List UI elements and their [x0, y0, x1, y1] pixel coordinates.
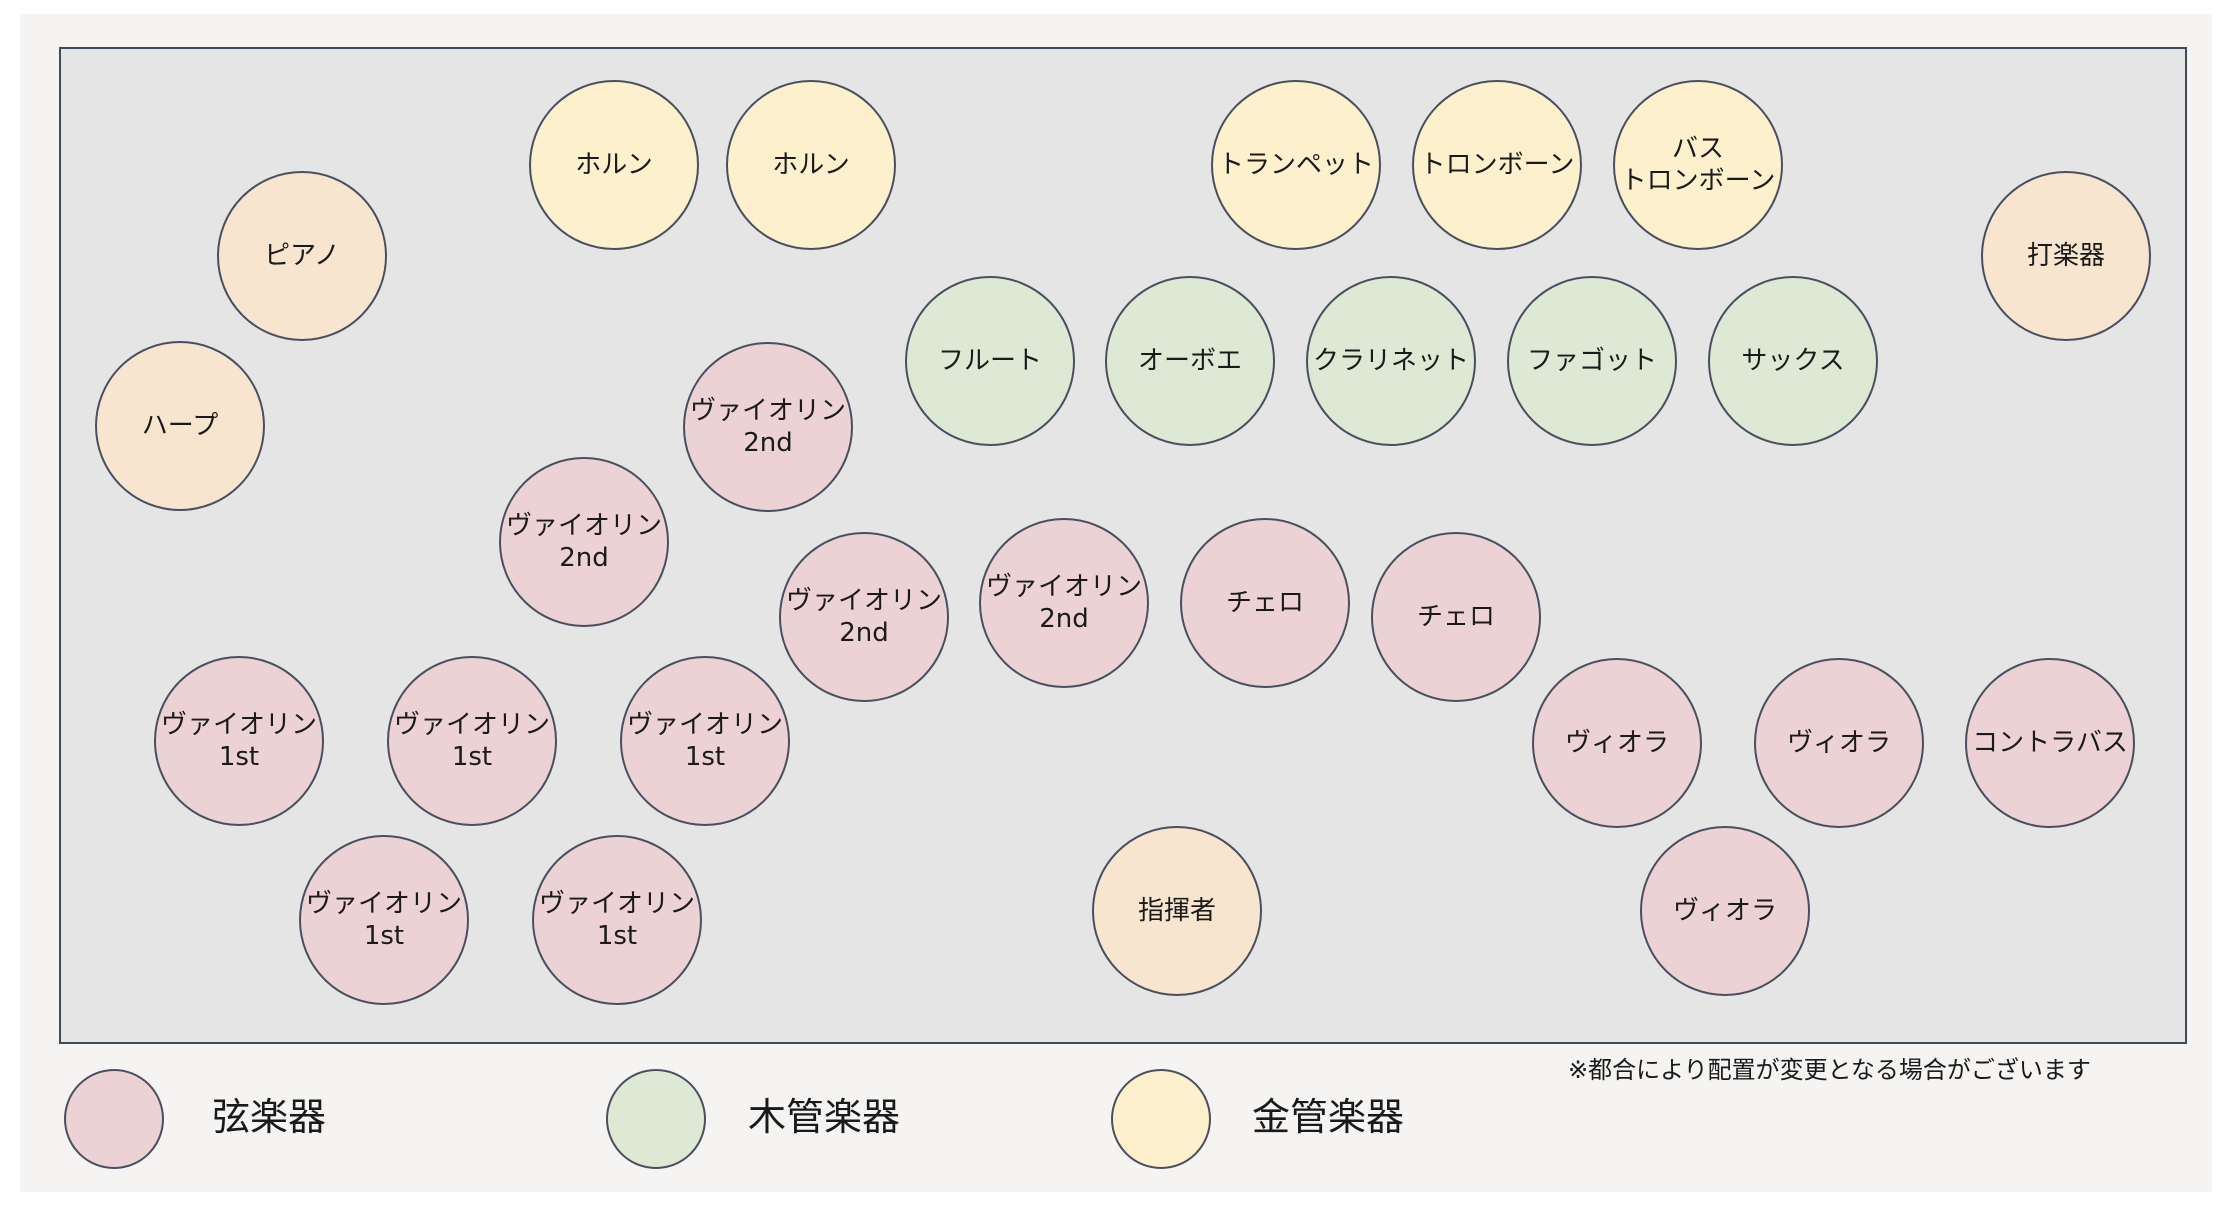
seat-strings: ヴィオラ	[1754, 658, 1924, 828]
legend-label-brass: 金管楽器	[1252, 1095, 1405, 1139]
legend-label-woodwinds: 木管楽器	[748, 1095, 901, 1139]
seat-other: 指揮者	[1092, 826, 1262, 996]
legend-swatch-brass	[1111, 1069, 1211, 1169]
seat-other: ハープ	[95, 341, 265, 511]
legend-label-strings: 弦楽器	[212, 1095, 327, 1139]
seat-woodwinds: フルート	[905, 276, 1075, 446]
seat-brass: トロンボーン	[1412, 80, 1582, 250]
seat-strings: チェロ	[1180, 518, 1350, 688]
seat-woodwinds: ファゴット	[1507, 276, 1677, 446]
seat-brass: ホルン	[529, 80, 699, 250]
seat-strings: ヴァイオリン 1st	[299, 835, 469, 1005]
seat-woodwinds: オーボエ	[1105, 276, 1275, 446]
seat-other: ピアノ	[217, 171, 387, 341]
legend-swatch-strings	[64, 1069, 164, 1169]
seat-strings: コントラバス	[1965, 658, 2135, 828]
layout-change-note: ※都合により配置が変更となる場合がございます	[1568, 1056, 2091, 1084]
seat-strings: チェロ	[1371, 532, 1541, 702]
legend-swatch-woodwinds	[606, 1069, 706, 1169]
seat-strings: ヴィオラ	[1640, 826, 1810, 996]
seat-strings: ヴァイオリン 2nd	[779, 532, 949, 702]
seat-strings: ヴァイオリン 2nd	[683, 342, 853, 512]
seat-brass: トランペット	[1211, 80, 1381, 250]
seat-strings: ヴァイオリン 1st	[620, 656, 790, 826]
seat-strings: ヴィオラ	[1532, 658, 1702, 828]
seat-strings: ヴァイオリン 1st	[532, 835, 702, 1005]
seat-woodwinds: クラリネット	[1306, 276, 1476, 446]
seat-brass: バス トロンボーン	[1613, 80, 1783, 250]
seat-strings: ヴァイオリン 1st	[387, 656, 557, 826]
diagram-canvas: ホルン ホルン トランペット トロンボーン バス トロンボーンピアノ ハープ 打楽器フルートオ…	[20, 14, 2212, 1192]
seat-strings: ヴァイオリン 2nd	[499, 457, 669, 627]
seat-brass: ホルン	[726, 80, 896, 250]
seat-other: 打楽器	[1981, 171, 2151, 341]
seat-woodwinds: サックス	[1708, 276, 1878, 446]
seat-strings: ヴァイオリン 2nd	[979, 518, 1149, 688]
seat-strings: ヴァイオリン 1st	[154, 656, 324, 826]
